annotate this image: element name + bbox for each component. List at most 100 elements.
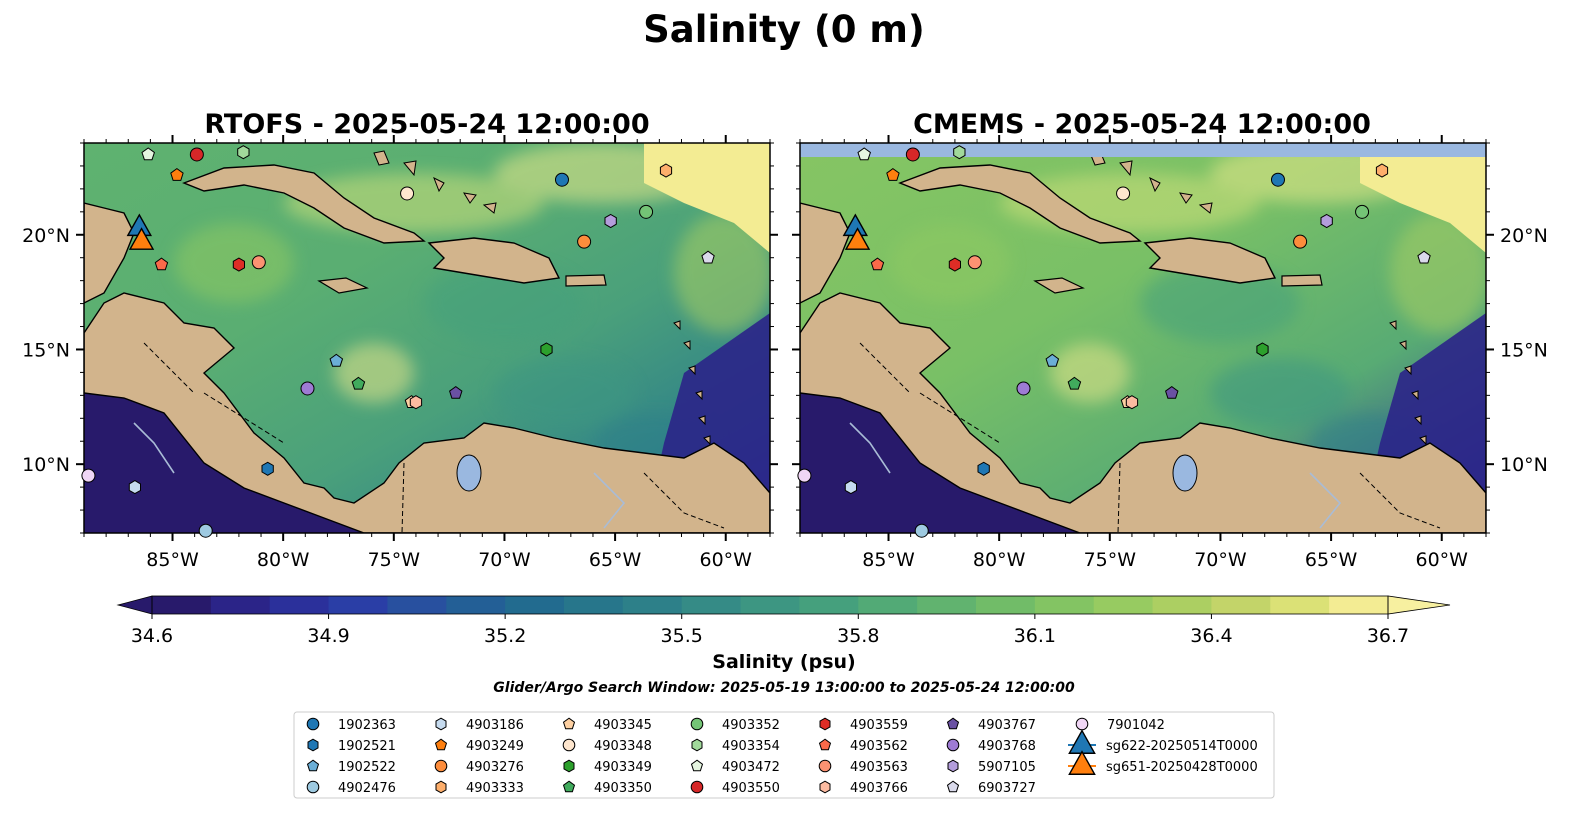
float-marker	[300, 381, 315, 396]
colorbar-tick-label: 36.4	[1190, 625, 1232, 647]
colorbar-segment	[1211, 596, 1271, 614]
legend-marker	[307, 738, 319, 752]
legend-item: 4903350	[562, 780, 652, 796]
float-marker	[870, 257, 885, 271]
legend-label: 6903727	[978, 781, 1036, 796]
lat-tick-label: 20°N	[22, 225, 70, 247]
legend-marker	[1075, 717, 1089, 731]
float-marker	[1116, 186, 1131, 201]
colorbar-segment	[681, 596, 742, 614]
float-marker	[554, 172, 569, 187]
float-marker	[948, 257, 961, 272]
colorbar-segment	[564, 596, 624, 614]
legend-item: sg651-20250428T0000	[1068, 750, 1258, 775]
lon-tick-label: 70°W	[1194, 549, 1247, 571]
float-marker	[577, 234, 592, 249]
legend-marker	[947, 759, 959, 773]
lat-tick-label: 10°N	[22, 454, 70, 476]
legend-item: 4903249	[434, 738, 524, 754]
panel-rtofs: RTOFS - 2025-05-24 12:00:00 85°W 80°W 75°W…	[22, 109, 778, 571]
colorbar-segment	[152, 596, 212, 614]
colorbar-segment	[505, 596, 565, 614]
legend-item: 4902476	[306, 780, 396, 796]
legend-label: 4903276	[466, 760, 524, 775]
legend-item: 1902522	[306, 759, 396, 775]
legend-item: 7901042	[1075, 717, 1165, 733]
lon-tick-label: 75°W	[368, 549, 421, 571]
float-marker	[1293, 234, 1308, 249]
legend: 1902363 1902521 1902522 4902476 4903186 49032…	[293, 711, 1275, 799]
legend-marker	[434, 759, 448, 773]
legend-item: 4903345	[562, 717, 652, 733]
lat-tick-label: 15°N	[22, 339, 70, 361]
float-marker	[977, 461, 990, 476]
legend-marker	[562, 717, 576, 730]
legend-label: 7901042	[1107, 718, 1165, 733]
colorbar-segment	[917, 596, 977, 614]
float-marker	[1375, 163, 1389, 178]
float-marker	[540, 342, 553, 357]
legend-item: 4903354	[691, 738, 780, 754]
figure-title: Salinity (0 m)	[643, 8, 925, 51]
colorbar-extend-over	[1387, 595, 1451, 615]
legend-marker	[562, 738, 576, 752]
legend-marker	[1068, 750, 1096, 775]
legend-label: 4903352	[722, 718, 780, 733]
colorbar-segment	[1329, 596, 1389, 614]
float-marker	[154, 257, 169, 271]
lon-tick-label: 60°W	[1416, 549, 1469, 571]
map-frame	[83, 142, 771, 534]
legend-label: 4903559	[850, 718, 908, 733]
legend-item: 4903276	[434, 759, 524, 775]
float-marker	[1125, 395, 1139, 410]
float-marker	[351, 376, 366, 390]
legend-marker	[946, 717, 960, 730]
panel-title-cmems: CMEMS - 2025-05-24 12:00:00	[913, 109, 1371, 140]
legend-label: sg622-20250514T0000	[1106, 739, 1258, 754]
float-marker	[857, 147, 871, 161]
colorbar-tick-label: 35.5	[661, 625, 703, 647]
legend-marker	[690, 780, 704, 794]
legend-item: 6903727	[946, 780, 1036, 796]
float-marker	[701, 250, 715, 264]
colorbar-segment	[740, 596, 800, 614]
colorbar-tick-label: 35.2	[484, 625, 526, 647]
colorbar-tick-label: 34.9	[307, 625, 349, 647]
lon-tick-label: 75°W	[1084, 549, 1137, 571]
colorbar-segment	[387, 596, 447, 614]
legend-item: 4903562	[818, 738, 908, 754]
legend-marker	[946, 780, 960, 793]
float-marker	[1045, 353, 1060, 367]
legend-marker	[435, 717, 447, 731]
float-marker	[886, 167, 900, 181]
colorbar: 34.6 34.9 35.2 35.5 35.8 36.1 36.4 36.7	[116, 595, 1451, 647]
lat-tick-label: 20°N	[1500, 225, 1548, 247]
legend-marker	[563, 759, 575, 773]
axes-rtofs: 85°W 80°W 75°W 70°W 65°W 60°W 10°N 15°N 20°N	[22, 135, 778, 571]
lon-tick-label: 60°W	[700, 549, 753, 571]
float-marker	[659, 163, 673, 178]
lat-tick-label: 15°N	[1500, 339, 1548, 361]
legend-label: 4903348	[594, 739, 652, 754]
legend-label: 4903767	[978, 718, 1036, 733]
legend-item: 4903550	[690, 780, 780, 796]
panel-title-rtofs: RTOFS - 2025-05-24 12:00:00	[204, 109, 649, 140]
colorbar-segment	[976, 596, 1036, 614]
legend-label: 4903354	[722, 739, 780, 754]
legend-marker	[306, 780, 320, 794]
float-marker	[1417, 250, 1431, 264]
legend-item: 5907105	[947, 759, 1036, 775]
float-marker	[1355, 204, 1370, 219]
legend-item: 1902521	[307, 738, 396, 754]
colorbar-segment	[269, 596, 330, 614]
colorbar-segment	[1093, 596, 1154, 614]
legend-label: 4903768	[978, 739, 1036, 754]
legend-label: 4903345	[594, 718, 652, 733]
colorbar-tick-label: 36.1	[1014, 625, 1056, 647]
colorbar-tick-label: 36.7	[1367, 625, 1409, 647]
axes-cmems: 85°W 80°W 75°W 70°W 65°W 60°W 10°N 15°N 20°N	[792, 135, 1548, 571]
legend-item: 4903563	[818, 759, 908, 775]
legend-label: 1902363	[338, 718, 396, 733]
colorbar-segment	[1152, 596, 1212, 614]
legend-item: 4903333	[435, 780, 524, 796]
